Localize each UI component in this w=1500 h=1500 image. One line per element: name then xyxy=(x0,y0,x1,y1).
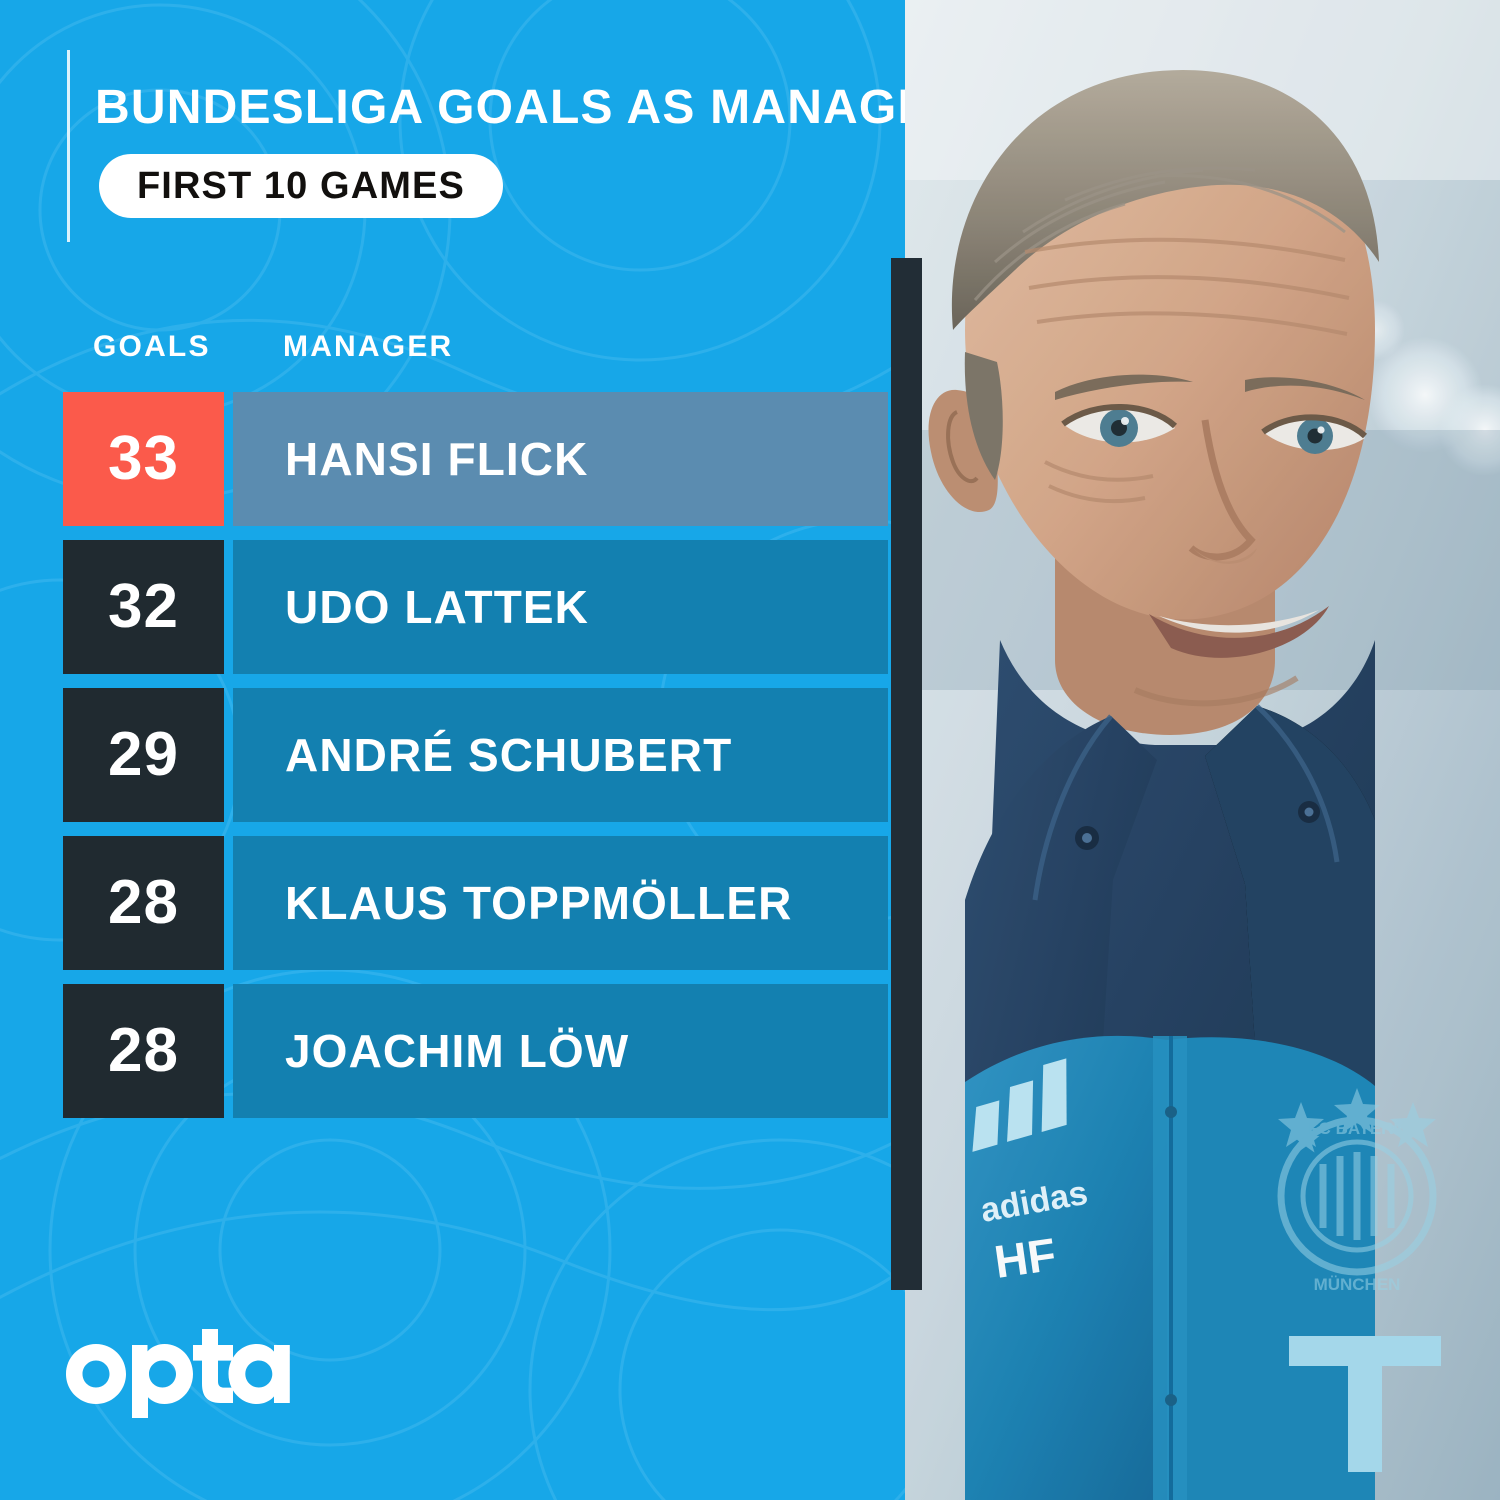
goals-value: 29 xyxy=(108,720,179,789)
table-row: 33 HANSI FLICK xyxy=(0,392,910,526)
goals-value: 33 xyxy=(108,424,179,493)
opta-logo xyxy=(58,1326,318,1418)
subtitle-label: FIRST 10 GAMES xyxy=(137,165,465,207)
manager-name: JOACHIM LÖW xyxy=(285,1025,630,1077)
ranking-table: 33 HANSI FLICK 32 UDO LATTEK 29 xyxy=(0,392,910,1132)
manager-name: HANSI FLICK xyxy=(285,433,589,485)
goals-badge: 28 xyxy=(63,984,224,1118)
goals-value: 32 xyxy=(108,572,179,641)
manager-name-bar: ANDRÉ SCHUBERT xyxy=(233,688,888,822)
vertical-divider-bar xyxy=(891,258,922,1290)
column-header-manager: MANAGER xyxy=(283,330,454,363)
goals-badge: 29 xyxy=(63,688,224,822)
manager-name: UDO LATTEK xyxy=(285,581,590,633)
manager-name: KLAUS TOPPMÖLLER xyxy=(285,877,793,929)
column-header-goals: GOALS xyxy=(93,330,211,363)
table-row: 29 ANDRÉ SCHUBERT xyxy=(0,688,910,822)
manager-photo: adidas HF FC BAYERN MÜNCHEN xyxy=(905,0,1500,1500)
svg-text:MÜNCHEN: MÜNCHEN xyxy=(1314,1275,1401,1294)
manager-name-bar: KLAUS TOPPMÖLLER xyxy=(233,836,888,970)
svg-text:FC BAYERN: FC BAYERN xyxy=(1308,1119,1406,1138)
goals-value: 28 xyxy=(108,1016,179,1085)
left-content-panel: BUNDESLIGA GOALS AS MANAGER FIRST 10 GAM… xyxy=(0,50,967,1418)
goals-badge: 33 xyxy=(63,392,224,526)
manager-name: ANDRÉ SCHUBERT xyxy=(285,729,733,781)
table-row: 28 KLAUS TOPPMÖLLER xyxy=(0,836,910,970)
goals-badge: 32 xyxy=(63,540,224,674)
svg-text:HF: HF xyxy=(991,1228,1059,1288)
goals-badge: 28 xyxy=(63,836,224,970)
table-row: 32 UDO LATTEK xyxy=(0,540,910,674)
manager-name-bar: UDO LATTEK xyxy=(233,540,888,674)
subtitle-pill: FIRST 10 GAMES xyxy=(99,154,503,218)
goals-value: 28 xyxy=(108,868,179,937)
page-title: BUNDESLIGA GOALS AS MANAGER xyxy=(95,81,967,134)
table-row: 28 JOACHIM LÖW xyxy=(0,984,910,1118)
title-accent-line xyxy=(67,50,70,242)
manager-name-bar: HANSI FLICK xyxy=(233,392,888,526)
manager-name-bar: JOACHIM LÖW xyxy=(233,984,888,1118)
